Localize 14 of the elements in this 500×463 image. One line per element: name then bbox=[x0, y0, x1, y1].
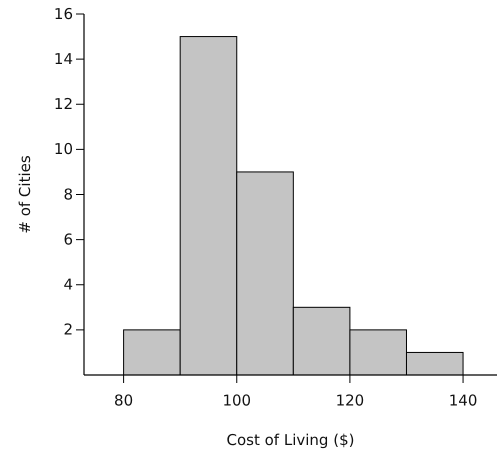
x-tick-label: 80 bbox=[114, 392, 134, 410]
x-tick-label: 100 bbox=[222, 392, 252, 410]
y-tick-label: 8 bbox=[63, 185, 73, 204]
y-tick-label: 16 bbox=[54, 4, 73, 23]
y-tick-label: 2 bbox=[63, 320, 73, 339]
y-tick-label: 14 bbox=[54, 50, 73, 68]
y-tick-label: 6 bbox=[63, 230, 73, 248]
x-tick-label: 140 bbox=[448, 392, 478, 410]
y-tick-label: 4 bbox=[63, 276, 73, 294]
y-axis-title: # of Cities bbox=[16, 155, 34, 234]
x-axis-title: Cost of Living ($) bbox=[226, 431, 354, 449]
y-tick-label: 12 bbox=[54, 95, 73, 114]
y-tick-label: 10 bbox=[54, 140, 73, 158]
x-tick-label: 120 bbox=[336, 392, 364, 410]
